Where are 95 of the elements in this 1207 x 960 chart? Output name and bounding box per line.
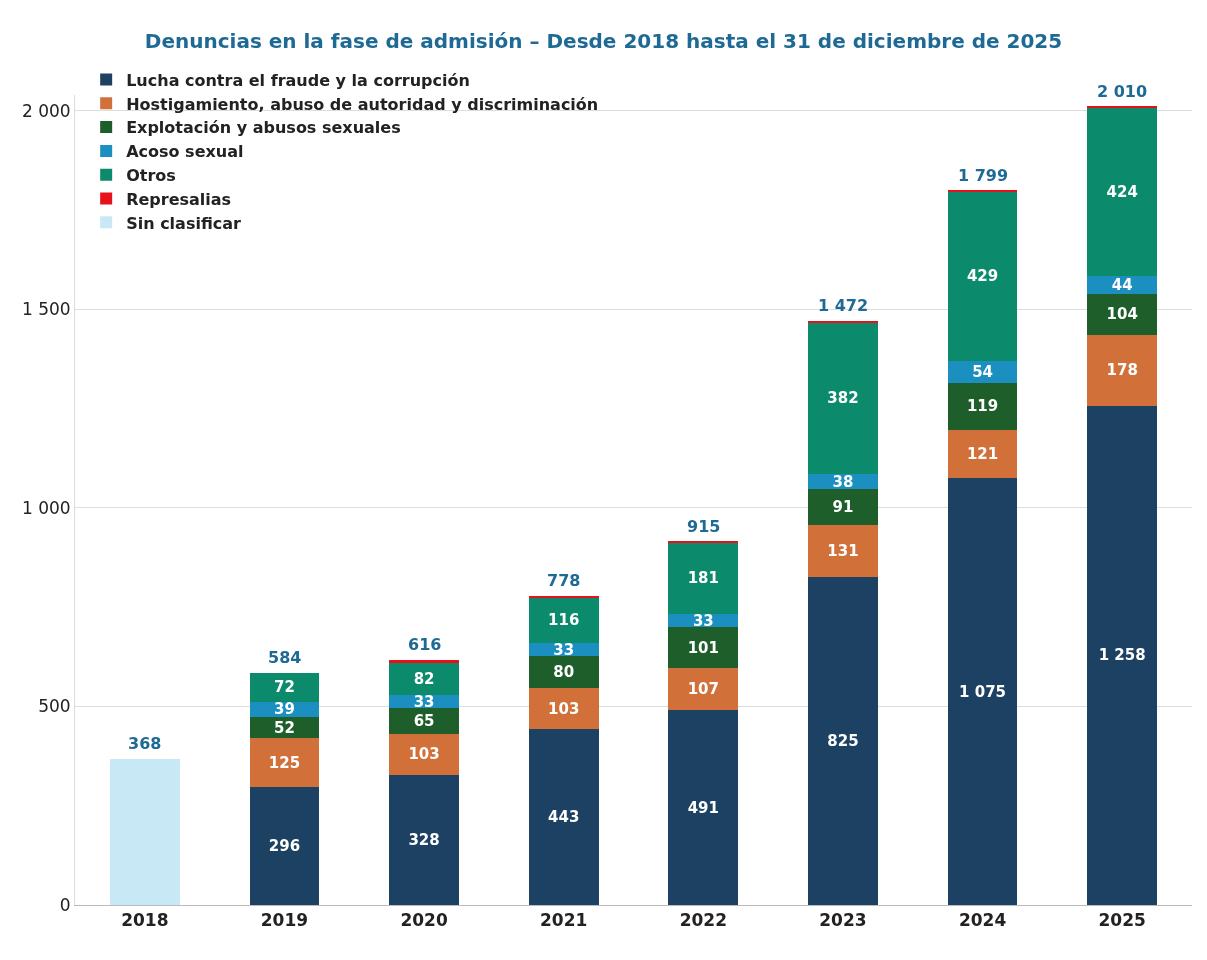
data-label: 125 — [268, 753, 301, 772]
data-label: 1 258 — [1098, 646, 1146, 665]
legend-label: Otros — [126, 165, 176, 185]
data-label: 328 — [408, 830, 440, 849]
data-label: 101 — [687, 638, 719, 657]
data-label: 103 — [548, 699, 580, 718]
bar — [808, 322, 878, 475]
data-label: 33 — [692, 611, 714, 630]
x-tick-label: 2018 — [121, 910, 169, 931]
data-label: 82 — [413, 669, 435, 688]
bar — [668, 667, 739, 711]
bar — [109, 758, 180, 905]
bar — [947, 361, 1018, 383]
data-label: 825 — [827, 732, 859, 751]
data-label: 72 — [274, 678, 295, 697]
data-label: 296 — [268, 837, 301, 856]
data-label: 424 — [1106, 182, 1138, 201]
data-label: 80 — [553, 663, 575, 682]
data-label: 443 — [548, 808, 580, 827]
bar — [947, 430, 1018, 479]
bar — [808, 577, 878, 905]
chart-title: Denuncias en la fase de admisión – Desde 2018 hasta el 31 de diciembre de 2025 — [144, 28, 1063, 53]
y-tick-label: 0 — [59, 894, 71, 915]
bar — [389, 708, 459, 734]
data-label: 33 — [553, 640, 575, 659]
y-tick-label: 1 000 — [21, 497, 71, 518]
legend-label: Lucha contra el fraude y la corrupción — [126, 70, 470, 90]
data-label: 91 — [832, 498, 854, 517]
legend-label: Acoso sexual — [126, 142, 244, 162]
bar — [389, 774, 459, 905]
data-label: 131 — [827, 542, 859, 561]
data-label: 39 — [274, 700, 295, 719]
total-label: 1 472 — [818, 296, 869, 315]
data-label: 52 — [274, 718, 295, 737]
legend-label: Sin clasificar — [126, 213, 242, 233]
bar — [249, 787, 320, 905]
total-label: 584 — [268, 648, 302, 667]
data-label: 429 — [966, 267, 999, 286]
bar — [389, 733, 459, 775]
data-label: 119 — [966, 397, 999, 416]
data-label: 382 — [827, 389, 859, 408]
bar — [808, 489, 878, 526]
bar — [947, 478, 1018, 905]
total-label: 778 — [547, 571, 581, 590]
bar — [389, 662, 459, 695]
bar — [528, 656, 599, 689]
y-tick-label: 500 — [38, 696, 71, 717]
bar — [1087, 293, 1158, 335]
total-label: 2 010 — [1097, 82, 1148, 101]
data-label: 104 — [1106, 305, 1138, 324]
bar — [1087, 405, 1158, 905]
x-tick-label: 2021 — [540, 910, 588, 931]
total-label: 616 — [408, 635, 442, 654]
bar — [249, 737, 320, 788]
legend-label: Represalias — [126, 189, 232, 209]
legend-label: Explotación y abusos sexuales — [126, 118, 401, 138]
data-label: 103 — [408, 745, 440, 764]
data-label: 38 — [832, 472, 854, 491]
bar — [1087, 334, 1158, 406]
data-label: 44 — [1111, 275, 1133, 294]
x-tick-label: 2020 — [400, 910, 448, 931]
bar — [528, 688, 599, 730]
bar — [947, 382, 1018, 431]
data-label: 107 — [687, 679, 719, 698]
data-label: 121 — [966, 445, 999, 464]
y-tick-label: 1 500 — [21, 299, 71, 320]
x-tick-label: 2025 — [1098, 910, 1146, 931]
bar — [1087, 276, 1158, 294]
x-tick-label: 2024 — [958, 910, 1007, 931]
bar — [528, 597, 599, 644]
x-tick-label: 2019 — [260, 910, 309, 931]
data-label: 491 — [687, 798, 719, 817]
data-label: 178 — [1106, 361, 1138, 380]
data-label: 1 075 — [959, 682, 1007, 701]
y-tick-label: 2 000 — [21, 100, 71, 121]
total-label: 368 — [128, 734, 162, 753]
bar — [389, 660, 459, 663]
total-label: 915 — [687, 517, 721, 536]
bar — [668, 627, 739, 668]
data-label: 116 — [548, 611, 580, 630]
x-tick-label: 2023 — [819, 910, 867, 931]
x-tick-label: 2022 — [679, 910, 727, 931]
bar — [947, 191, 1018, 362]
data-label: 54 — [972, 363, 993, 382]
bar — [808, 525, 878, 578]
bar — [668, 542, 739, 615]
data-label: 33 — [413, 692, 435, 711]
bar — [668, 710, 739, 905]
legend-label: Hostigamiento, abuso de autoridad y discriminación — [126, 94, 599, 114]
bar — [528, 729, 599, 905]
bar — [249, 673, 320, 702]
data-label: 65 — [413, 711, 435, 730]
total-label: 1 799 — [958, 166, 1009, 185]
bar — [1087, 107, 1158, 277]
data-label: 181 — [687, 569, 719, 588]
